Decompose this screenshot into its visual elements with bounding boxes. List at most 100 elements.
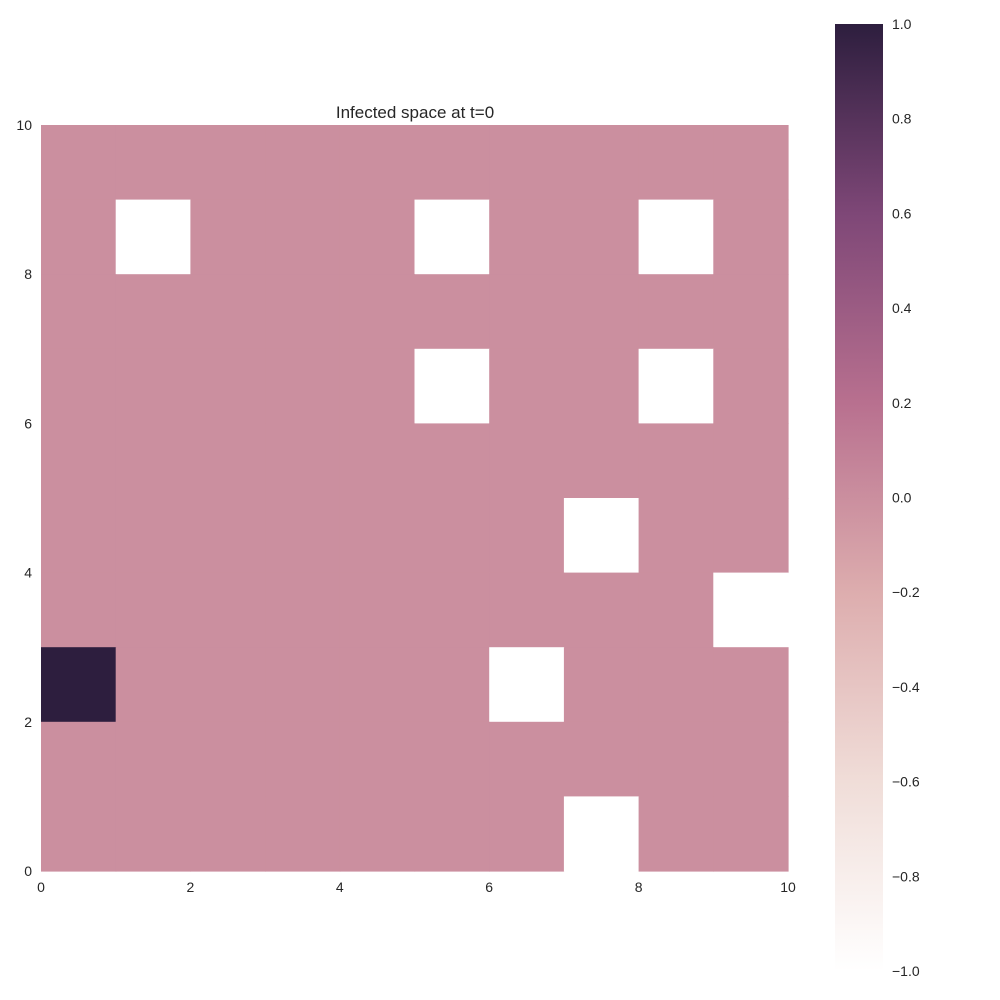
y-tick-label: 2 — [24, 714, 32, 730]
heatmap-cell — [638, 423, 714, 499]
heatmap-cell — [489, 647, 565, 723]
heatmap-cell — [115, 647, 191, 723]
heatmap-cell — [563, 199, 640, 275]
heatmap-cell — [489, 348, 565, 424]
heatmap-cell — [563, 498, 640, 574]
heatmap-cell — [265, 423, 341, 499]
heatmap-cell — [339, 274, 416, 350]
heatmap-cell — [265, 796, 341, 872]
heatmap-cell — [638, 125, 714, 201]
x-tick-label: 8 — [635, 879, 643, 895]
heatmap-cell — [115, 125, 191, 201]
y-tick-label: 10 — [16, 117, 32, 133]
heatmap-cell — [115, 796, 191, 872]
x-tick-label: 10 — [780, 879, 796, 895]
y-tick-label: 0 — [24, 863, 32, 879]
heatmap-cell — [713, 796, 789, 872]
y-axis-ticks: 0 2 4 6 8 10 — [16, 117, 32, 879]
colorbar-ticks: 1.0 0.8 0.6 0.4 0.2 0.0 −0.2 −0.4 −0.6 −0.8 −1.0 — [892, 16, 920, 979]
heatmap-cell — [638, 572, 714, 648]
heatmap-cell — [713, 423, 789, 499]
x-tick-label: 0 — [37, 879, 45, 895]
heatmap-cell — [414, 199, 490, 275]
heatmap-cell — [190, 647, 266, 723]
heatmap-cells — [41, 125, 789, 872]
y-tick-label: 4 — [24, 565, 32, 581]
heatmap-cell — [265, 647, 341, 723]
heatmap-cell — [265, 125, 341, 201]
heatmap-cell — [414, 498, 490, 574]
heatmap-cell — [489, 199, 565, 275]
heatmap-cell — [339, 572, 416, 648]
heatmap-cell — [713, 498, 789, 574]
colorbar-tick-label: −0.4 — [892, 679, 920, 695]
colorbar-tick-label: 0.4 — [892, 300, 912, 316]
heatmap-cell — [489, 125, 565, 201]
heatmap-cell — [265, 274, 341, 350]
heatmap-cell — [713, 647, 789, 723]
colorbar-tick-label: 0.2 — [892, 395, 912, 411]
heatmap-cell — [489, 274, 565, 350]
heatmap-cell — [41, 647, 117, 723]
heatmap-cell — [190, 572, 266, 648]
heatmap-cell — [339, 796, 416, 872]
heatmap-cell — [115, 348, 191, 424]
heatmap-cell — [190, 721, 266, 797]
heatmap-cell — [41, 423, 117, 499]
heatmap-cell — [414, 721, 490, 797]
heatmap-cell — [563, 796, 640, 872]
heatmap-cell — [563, 721, 640, 797]
heatmap-cell — [339, 498, 416, 574]
heatmap-cell — [339, 125, 416, 201]
heatmap-cell — [190, 125, 266, 201]
x-tick-label: 4 — [336, 879, 344, 895]
heatmap-cell — [414, 796, 490, 872]
heatmap-cell — [190, 199, 266, 275]
colorbar-tick-label: −0.6 — [892, 774, 920, 790]
heatmap-cell — [190, 796, 266, 872]
colorbar-tick-label: 0.0 — [892, 490, 912, 506]
x-tick-label: 2 — [187, 879, 195, 895]
heatmap-cell — [339, 199, 416, 275]
heatmap-cell — [41, 199, 117, 275]
heatmap-cell — [41, 796, 117, 872]
heatmap-cell — [339, 721, 416, 797]
colorbar-tick-label: 0.6 — [892, 205, 912, 221]
chart-title: Infected space at t=0 — [336, 103, 494, 122]
heatmap-cell — [489, 423, 565, 499]
heatmap-cell — [41, 125, 117, 201]
heatmap-cell — [339, 348, 416, 424]
heatmap-cell — [563, 572, 640, 648]
heatmap-cell — [190, 423, 266, 499]
heatmap-cell — [414, 572, 490, 648]
colorbar — [835, 24, 883, 971]
heatmap-cell — [414, 125, 490, 201]
heatmap-cell — [265, 498, 341, 574]
y-tick-label: 8 — [24, 266, 32, 282]
heatmap-cell — [563, 125, 640, 201]
heatmap-cell — [115, 423, 191, 499]
heatmap-cell — [115, 721, 191, 797]
heatmap-cell — [115, 498, 191, 574]
heatmap-cell — [638, 348, 714, 424]
heatmap-cell — [190, 498, 266, 574]
heatmap-cell — [489, 498, 565, 574]
heatmap-cell — [489, 721, 565, 797]
heatmap-cell — [489, 572, 565, 648]
heatmap-cell — [638, 274, 714, 350]
heatmap-cell — [638, 498, 714, 574]
heatmap-cell — [265, 572, 341, 648]
heatmap-cell — [563, 647, 640, 723]
colorbar-tick-label: 1.0 — [892, 16, 912, 32]
heatmap-cell — [41, 498, 117, 574]
heatmap-cell — [713, 721, 789, 797]
heatmap-cell — [265, 721, 341, 797]
colorbar-tick-label: −1.0 — [892, 963, 920, 979]
heatmap-cell — [713, 572, 789, 648]
heatmap-cell — [638, 647, 714, 723]
heatmap-cell — [414, 274, 490, 350]
heatmap-cell — [339, 423, 416, 499]
heatmap-cell — [563, 348, 640, 424]
heatmap-cell — [563, 274, 640, 350]
heatmap-cell — [41, 274, 117, 350]
